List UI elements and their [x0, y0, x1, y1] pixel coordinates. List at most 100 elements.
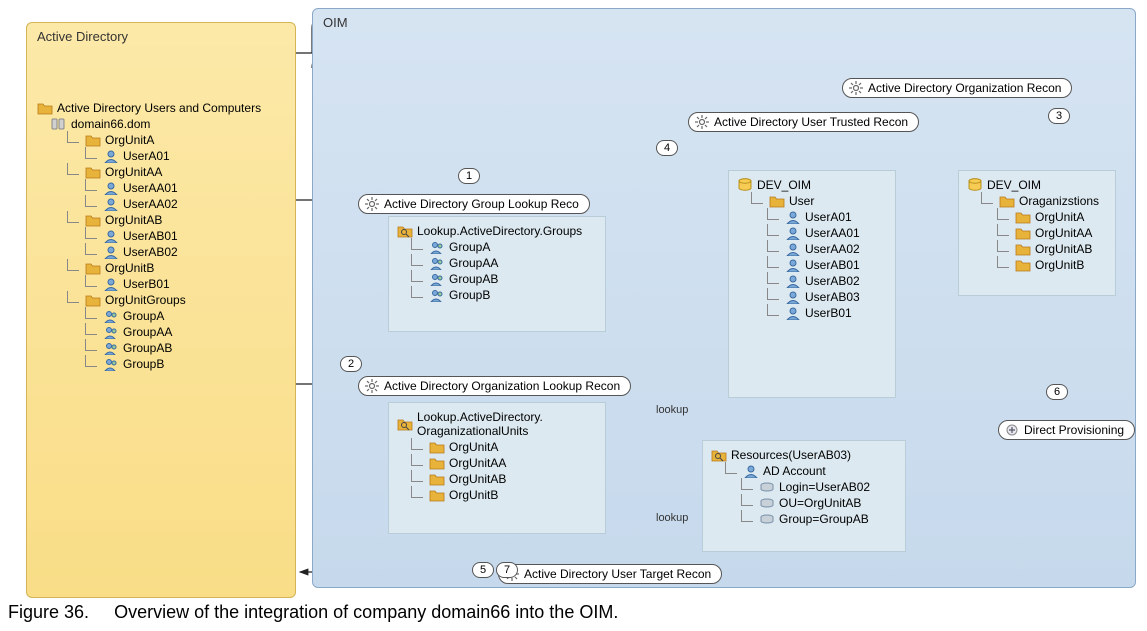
ou-row: OrgUnitAB [967, 241, 1107, 257]
gear-icon [849, 81, 863, 95]
group-icon [103, 309, 119, 323]
database-icon [737, 178, 753, 192]
user-label: UserAB02 [805, 274, 860, 288]
folder-icon [1015, 226, 1031, 240]
resources-box: Resources(UserAB03) AD Account Login=Use… [702, 440, 906, 552]
orgunits-lookup-box: Lookup.ActiveDirectory.OraganizationalUn… [388, 402, 606, 534]
user-icon [103, 181, 119, 195]
pill-label: Active Directory Group Lookup Reco [384, 197, 579, 211]
pill-label: Active Directory Organization Recon [868, 81, 1061, 95]
ou-row: OrgUnitA [967, 209, 1107, 225]
t2: OraganizationalUnits [417, 424, 528, 438]
user-label: UserB01 [805, 306, 852, 320]
ou-label: OrgUnitAA [449, 456, 506, 470]
pill-trusted-recon: Active Directory User Trusted Recon [688, 112, 919, 132]
folder-icon [429, 472, 445, 486]
user-row: UserA01 [37, 148, 285, 164]
box-title-row: Lookup.ActiveDirectory.OraganizationalUn… [397, 409, 597, 439]
user-row: UserAB03 [737, 289, 887, 305]
group-row: GroupB [37, 356, 285, 372]
badge-5: 5 [472, 562, 494, 578]
group-icon [429, 256, 445, 270]
group-row: GroupA [37, 308, 285, 324]
ou-label: OrgUnitB [449, 488, 498, 502]
ou-row: OrgUnitAB [37, 212, 285, 228]
ou-row: OrgUnitAA [37, 164, 285, 180]
group-row: GroupB [397, 287, 597, 303]
folder-search-icon [397, 224, 413, 238]
folder-icon [1015, 210, 1031, 224]
user-label: UserAA02 [123, 197, 178, 211]
group-label: GroupAB [449, 272, 498, 286]
user-label: UserAB01 [123, 229, 178, 243]
gear-icon [695, 115, 709, 129]
pill-group-lookup: Active Directory Group Lookup Reco [358, 194, 590, 214]
group-label: GroupA [449, 240, 490, 254]
folder-icon [1015, 258, 1031, 272]
folder-icon [85, 213, 101, 227]
user-label: UserAA01 [805, 226, 860, 240]
group-label: GroupB [449, 288, 490, 302]
folder-icon [999, 194, 1015, 208]
user-label: UserAA01 [123, 181, 178, 195]
box-title-row: Lookup.ActiveDirectory.Groups [397, 223, 597, 239]
account-label: AD Account [763, 464, 826, 478]
group-icon [429, 240, 445, 254]
diagram-canvas: Active Directory Active Directory Users … [8, 8, 1139, 598]
database-icon [967, 178, 983, 192]
badge-2: 2 [340, 356, 362, 372]
group-icon [429, 272, 445, 286]
edge-label-lookup-1: lookup [656, 404, 688, 416]
badge-4: 4 [656, 140, 678, 156]
folder-icon [429, 488, 445, 502]
user-row: UserAA02 [37, 196, 285, 212]
user-label: UserAB02 [123, 245, 178, 259]
ad-panel-title: Active Directory [37, 29, 285, 44]
badge-1: 1 [458, 168, 480, 184]
folder-icon [85, 133, 101, 147]
pill-direct-provisioning: Direct Provisioning [998, 420, 1135, 440]
attr-row: Group=GroupAB [711, 511, 897, 527]
group-row: GroupAB [397, 271, 597, 287]
group-label: GroupAA [449, 256, 498, 270]
folder-label: User [789, 194, 814, 208]
box-title: Resources(UserAB03) [731, 448, 851, 462]
user-icon [785, 242, 801, 256]
ad-domain-label: domain66.dom [71, 117, 150, 131]
ad-domain: domain66.dom [37, 116, 285, 132]
group-row: GroupA [397, 239, 597, 255]
folder-icon [85, 261, 101, 275]
ou-label: OrgUnitAB [449, 472, 506, 486]
server-icon [51, 117, 67, 131]
box-title-row: Resources(UserAB03) [711, 447, 897, 463]
ou-row: OrgUnitAA [397, 455, 597, 471]
ou-label: OrgUnitA [105, 133, 154, 147]
ad-root: Active Directory Users and Computers [37, 100, 285, 116]
ou-row: OrgUnitB [967, 257, 1107, 273]
attr-row: Login=UserAB02 [711, 479, 897, 495]
group-row: GroupAB [37, 340, 285, 356]
user-label: UserA01 [805, 210, 852, 224]
user-icon [785, 226, 801, 240]
user-row: UserAA01 [37, 180, 285, 196]
folder-icon [429, 456, 445, 470]
user-row: UserAB01 [737, 257, 887, 273]
t1: Lookup.ActiveDirectory. [417, 410, 543, 424]
user-icon [103, 197, 119, 211]
user-label: UserAB01 [805, 258, 860, 272]
pill-org-lookup: Active Directory Organization Lookup Rec… [358, 376, 631, 396]
user-row: UserAB02 [37, 244, 285, 260]
folder-row: Oraganizstions [967, 193, 1107, 209]
folder-row: User [737, 193, 887, 209]
pill-target-recon: Active Directory User Target Recon [498, 564, 722, 584]
folder-icon [429, 440, 445, 454]
user-icon [785, 274, 801, 288]
db-label: DEV_OIM [757, 178, 811, 192]
folder-icon [85, 293, 101, 307]
edge-label-lookup-2: lookup [656, 512, 688, 524]
ou-label: OrgUnitA [449, 440, 498, 454]
ou-label: OrgUnitAA [105, 165, 162, 179]
account-row: AD Account [711, 463, 897, 479]
user-label: UserA01 [123, 149, 170, 163]
group-label: GroupA [123, 309, 164, 323]
